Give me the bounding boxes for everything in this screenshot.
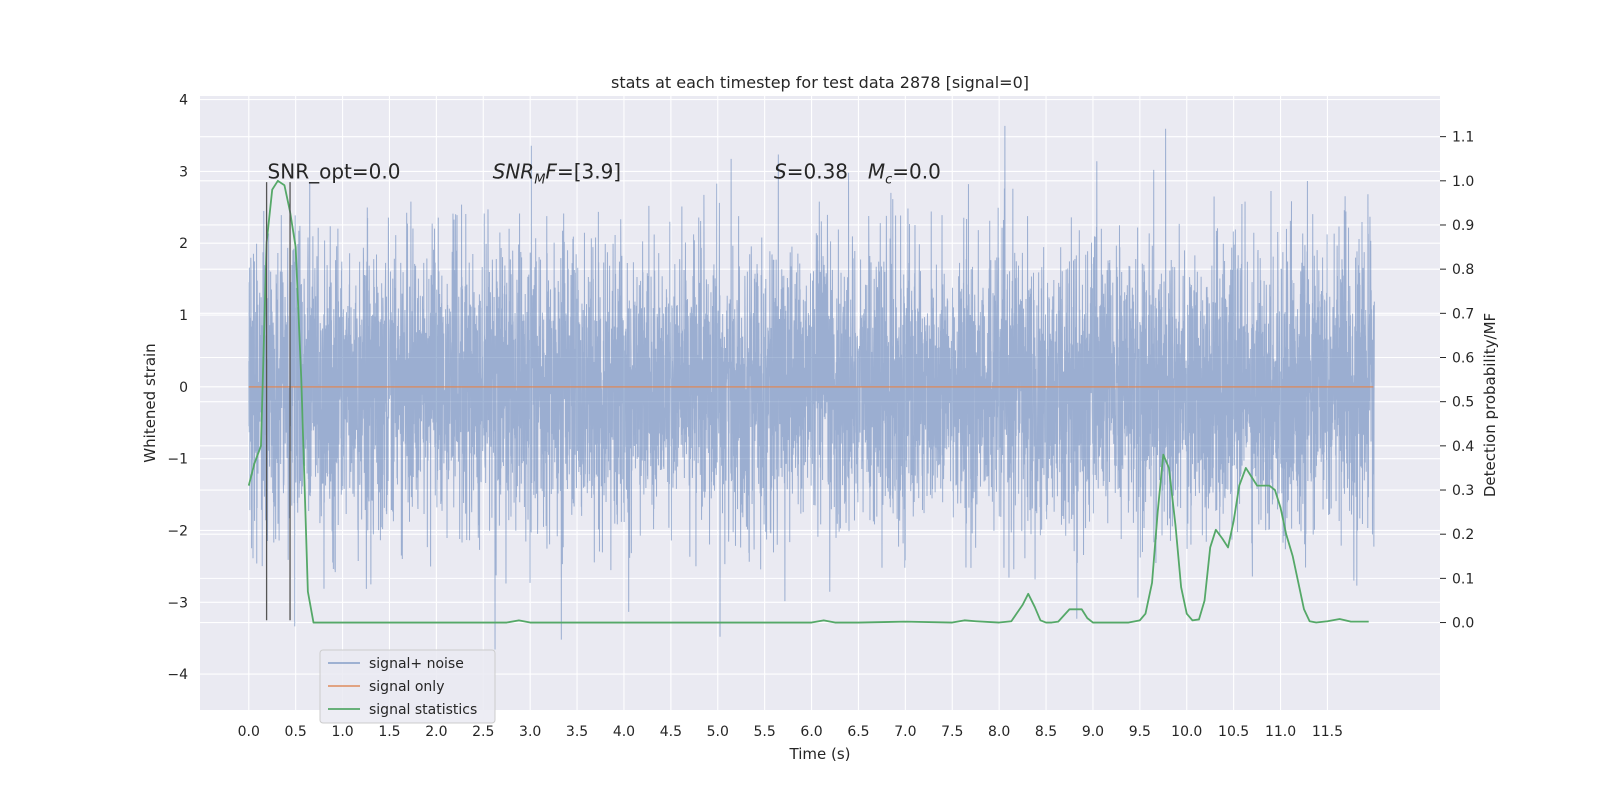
x-tick-label: 6.5 (847, 724, 869, 740)
y2-tick-label: 0.6 (1452, 351, 1474, 367)
x-tick-label: 7.5 (941, 724, 963, 740)
y2-tick-label: 0.2 (1452, 527, 1474, 543)
y-axis-label: Whitened strain (141, 343, 159, 462)
y2-tick-label: 0.4 (1452, 439, 1474, 455)
legend-frame (319, 649, 496, 724)
y2-tick-label: 0.3 (1452, 483, 1474, 499)
y2-tick-label: 0.1 (1452, 571, 1474, 587)
x-tick-label: 0.0 (238, 724, 260, 740)
x-tick-label: 11.5 (1312, 724, 1343, 740)
signal-statistics-series (247, 179, 1369, 624)
x-tick-label: 5.5 (754, 724, 776, 740)
x-tick-label: 1.5 (378, 724, 400, 740)
x-tick-label: 0.5 (285, 724, 307, 740)
x-tick-label: 5.0 (707, 724, 729, 740)
legend: signal+ noise signal only signal statist… (319, 649, 496, 724)
y-tick-label: 2 (179, 236, 188, 252)
y-axis-ticks: −4 −3 −2 −1 0 1 2 3 4 (167, 93, 188, 684)
y2-tick-label: 0.8 (1452, 262, 1474, 278)
legend-label-signal-only: signal only (369, 679, 444, 695)
x-tick-label: 2.5 (472, 724, 494, 740)
x-tick-label: 2.0 (425, 724, 447, 740)
y2-tick-label: 0.0 (1452, 616, 1474, 632)
x-tick-label: 4.5 (660, 724, 682, 740)
x-axis-ticks: 0.0 0.5 1.0 1.5 2.0 2.5 3.0 3.5 4.0 4.5 5.0 5.5 6.0 6… (238, 724, 1343, 740)
y-tick-label: 3 (179, 164, 188, 180)
y-tick-label: 4 (179, 93, 188, 109)
y-tick-label: −2 (167, 523, 188, 539)
annotation-1: SNRMF=[3.9] (493, 159, 621, 187)
x-tick-label: 9.5 (1129, 724, 1151, 740)
x-tick-label: 10.5 (1218, 724, 1249, 740)
y2-tick-label: 0.9 (1452, 218, 1474, 234)
x-tick-label: 10.0 (1171, 724, 1202, 740)
x-tick-label: 4.0 (613, 724, 635, 740)
annotations: SNR_opt=0.0 SNRMF=[3.9] S=0.38 Mc=0.0 (268, 159, 941, 187)
legend-label-signal-noise: signal+ noise (369, 656, 464, 672)
y2-tick-label: 1.1 (1452, 130, 1474, 146)
y-tick-label: 0 (179, 380, 188, 396)
x-tick-label: 11.0 (1265, 724, 1296, 740)
y-tick-label: −1 (167, 452, 188, 468)
x-tick-label: 1.0 (331, 724, 353, 740)
annotation-0: SNR_opt=0.0 (268, 159, 401, 183)
signal-noise-line (248, 125, 1375, 650)
signal-noise-series (248, 125, 1375, 650)
y-tick-label: −4 (167, 667, 188, 683)
x-tick-label: 9.0 (1082, 724, 1104, 740)
signal-statistics-line (247, 179, 1369, 624)
vertical-markers (265, 182, 291, 621)
y2-tick-label: 1.0 (1452, 174, 1474, 190)
x-tick-label: 8.0 (988, 724, 1010, 740)
x-tick-label: 6.0 (800, 724, 822, 740)
y2-axis-label: Detection probability/MF (1481, 313, 1499, 497)
y2-axis-ticks: 0.0 0.1 0.2 0.3 0.4 0.5 0.6 0.7 0.8 0.9 1.0 1.1 (1440, 130, 1474, 632)
annotation-2: S=0.38 (774, 159, 848, 183)
y2-tick-label: 0.7 (1452, 306, 1474, 322)
y-tick-label: 1 (179, 308, 188, 324)
x-tick-label: 8.5 (1035, 724, 1057, 740)
x-tick-label: 3.0 (519, 724, 541, 740)
y-tick-label: −3 (167, 595, 188, 611)
annotation-3: Mc=0.0 (868, 159, 941, 187)
chart-title: stats at each timestep for test data 287… (611, 73, 1029, 92)
legend-label-signal-statistics: signal statistics (369, 702, 477, 718)
x-tick-label: 7.0 (894, 724, 916, 740)
x-tick-label: 3.5 (566, 724, 588, 740)
y2-tick-label: 0.5 (1452, 395, 1474, 411)
x-axis-label: Time (s) (789, 745, 851, 763)
